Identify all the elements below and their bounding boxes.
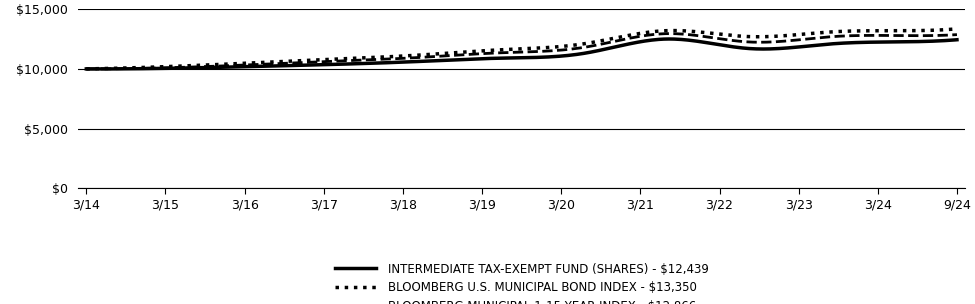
Legend: INTERMEDIATE TAX-EXEMPT FUND (SHARES) - $12,439, BLOOMBERG U.S. MUNICIPAL BOND I: INTERMEDIATE TAX-EXEMPT FUND (SHARES) - … (334, 263, 709, 304)
